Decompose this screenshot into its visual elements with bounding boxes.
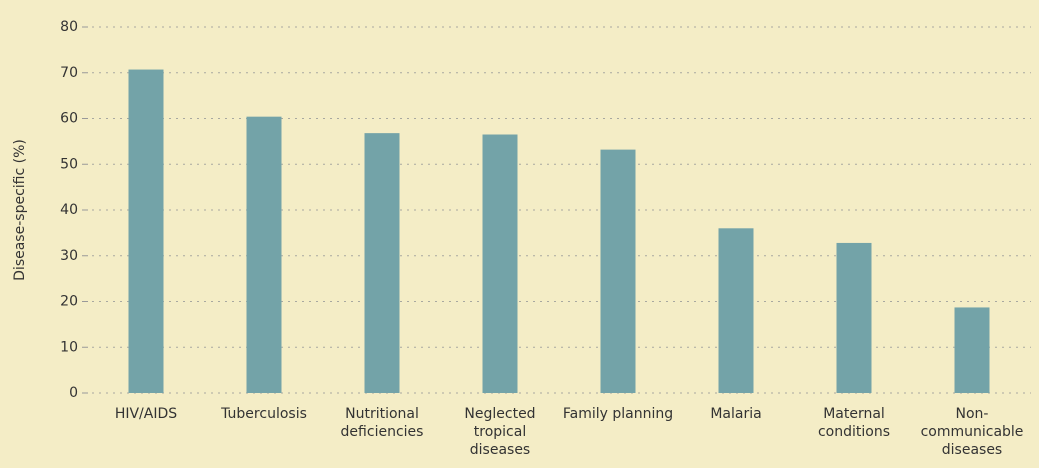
bar xyxy=(836,242,872,393)
x-tick-label: Family planning xyxy=(562,406,674,422)
bar xyxy=(954,307,990,393)
y-tick-label: 40 xyxy=(60,202,78,218)
y-tick-label: 10 xyxy=(60,339,78,355)
y-tick-label: 70 xyxy=(60,65,78,81)
bar xyxy=(364,133,400,393)
y-tick-label: 60 xyxy=(60,111,78,127)
bar xyxy=(482,134,518,393)
bar xyxy=(128,69,164,394)
y-tick-label: 80 xyxy=(60,19,78,35)
x-tick-label: Neglected tropical diseases xyxy=(464,406,536,458)
y-axis-label: Disease-specific (%) xyxy=(12,139,28,281)
x-tick-label: Nutritional deficiencies xyxy=(340,406,424,440)
bar xyxy=(600,149,636,393)
x-tick-label: Maternal conditions xyxy=(817,406,891,440)
y-tick-label: 0 xyxy=(69,385,78,401)
x-tick-label: HIV/AIDS xyxy=(114,406,178,422)
bar xyxy=(246,116,282,394)
y-tick-label: 50 xyxy=(60,156,78,172)
y-tick-label: 30 xyxy=(60,248,78,264)
y-tick-label: 20 xyxy=(60,294,78,310)
bar xyxy=(718,228,754,393)
x-tick-label: Non-communicable diseases xyxy=(920,406,1024,458)
x-tick-label: Tuberculosis xyxy=(221,406,307,422)
x-tick-label: Malaria xyxy=(710,406,762,422)
